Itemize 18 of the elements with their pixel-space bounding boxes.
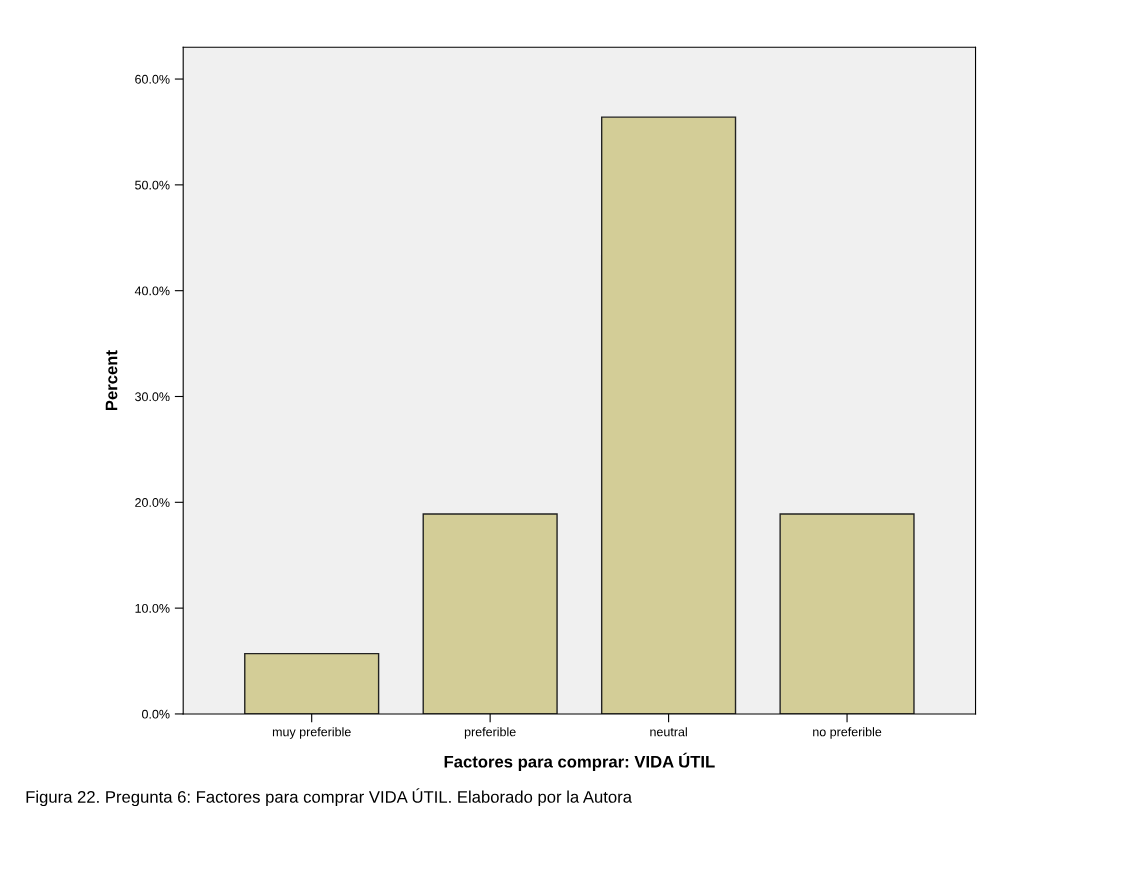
y-tick-label: 30.0%	[135, 392, 170, 402]
y-axis-title: Percent	[105, 350, 118, 411]
x-axis-title: Factores para comprar: VIDA ÚTIL	[444, 752, 715, 771]
y-tick-label: 50.0%	[135, 180, 170, 190]
bar	[600, 116, 737, 714]
y-tick-label: 10.0%	[135, 603, 170, 613]
x-tick-label: muy preferible	[272, 727, 351, 739]
y-tick-label: 0.0%	[142, 709, 170, 719]
x-tick-label: preferible	[464, 727, 516, 739]
y-tick-label: 20.0%	[135, 498, 170, 507]
x-tick-label: neutral	[650, 727, 687, 737]
bar	[779, 513, 915, 714]
x-tick-label: no preferible	[813, 727, 882, 739]
text: Figura 22. Pregunta 6: Factores para comprar VIDA ÚTIL. Elaborado por la Autora	[26, 788, 632, 807]
bar	[422, 513, 558, 714]
bar	[244, 652, 380, 714]
y-tick-label: 60.0%	[135, 74, 170, 84]
y-tick-label: 40.0%	[134, 286, 170, 296]
